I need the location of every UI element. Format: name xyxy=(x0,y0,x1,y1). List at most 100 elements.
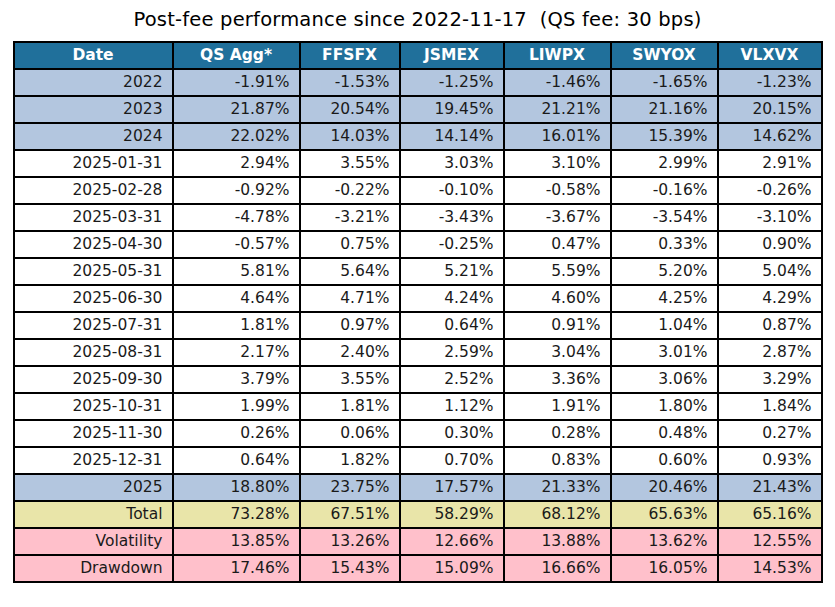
value-cell: 0.64% xyxy=(173,447,300,474)
value-cell: 1.91% xyxy=(504,393,611,420)
value-cell: 73.28% xyxy=(173,501,300,528)
table-row: 2025-05-315.81%5.64%5.21%5.59%5.20%5.04% xyxy=(14,258,822,285)
value-cell: 0.28% xyxy=(504,420,611,447)
value-cell: 4.24% xyxy=(400,285,504,312)
row-label: 2025 xyxy=(14,474,173,501)
value-cell: 3.36% xyxy=(504,366,611,393)
table-row: 2025-04-30-0.57%0.75%-0.25%0.47%0.33%0.9… xyxy=(14,231,822,258)
value-cell: -3.21% xyxy=(300,204,400,231)
value-cell: 2.99% xyxy=(611,150,718,177)
performance-figure: Post-fee performance since 2022-11-17 (Q… xyxy=(0,0,835,607)
value-cell: 1.81% xyxy=(300,393,400,420)
row-label: 2025-07-31 xyxy=(14,312,173,339)
value-cell: 16.01% xyxy=(504,123,611,150)
value-cell: 16.66% xyxy=(504,555,611,582)
value-cell: 3.01% xyxy=(611,339,718,366)
table-row: 2025-12-310.64%1.82%0.70%0.83%0.60%0.93% xyxy=(14,447,822,474)
value-cell: 4.71% xyxy=(300,285,400,312)
value-cell: 2.87% xyxy=(718,339,822,366)
value-cell: 3.79% xyxy=(173,366,300,393)
value-cell: 4.60% xyxy=(504,285,611,312)
value-cell: 0.93% xyxy=(718,447,822,474)
value-cell: 21.43% xyxy=(718,474,822,501)
value-cell: 0.75% xyxy=(300,231,400,258)
row-label: 2025-02-28 xyxy=(14,177,173,204)
value-cell: 14.14% xyxy=(400,123,504,150)
row-label: 2025-04-30 xyxy=(14,231,173,258)
value-cell: -0.92% xyxy=(173,177,300,204)
value-cell: -4.78% xyxy=(173,204,300,231)
value-cell: -1.46% xyxy=(504,69,611,96)
column-header: Date xyxy=(14,42,173,69)
value-cell: 1.81% xyxy=(173,312,300,339)
row-label: Volatility xyxy=(14,528,173,555)
table-row: 2025-10-311.99%1.81%1.12%1.91%1.80%1.84% xyxy=(14,393,822,420)
value-cell: -0.58% xyxy=(504,177,611,204)
table-row: Drawdown17.46%15.43%15.09%16.66%16.05%14… xyxy=(14,555,822,582)
value-cell: 3.29% xyxy=(718,366,822,393)
column-header: FFSFX xyxy=(300,42,400,69)
value-cell: 15.43% xyxy=(300,555,400,582)
row-label: 2024 xyxy=(14,123,173,150)
value-cell: -0.16% xyxy=(611,177,718,204)
value-cell: -3.10% xyxy=(718,204,822,231)
value-cell: -0.26% xyxy=(718,177,822,204)
value-cell: -0.10% xyxy=(400,177,504,204)
value-cell: 5.81% xyxy=(173,258,300,285)
value-cell: 13.88% xyxy=(504,528,611,555)
row-label: 2025-01-31 xyxy=(14,150,173,177)
value-cell: 21.21% xyxy=(504,96,611,123)
row-label: 2025-03-31 xyxy=(14,204,173,231)
value-cell: 4.64% xyxy=(173,285,300,312)
row-label: Total xyxy=(14,501,173,528)
value-cell: 20.54% xyxy=(300,96,400,123)
value-cell: 21.33% xyxy=(504,474,611,501)
value-cell: 3.10% xyxy=(504,150,611,177)
value-cell: 2.17% xyxy=(173,339,300,366)
value-cell: 58.29% xyxy=(400,501,504,528)
table-row: 2025-01-312.94%3.55%3.03%3.10%2.99%2.91% xyxy=(14,150,822,177)
value-cell: 5.64% xyxy=(300,258,400,285)
value-cell: 15.39% xyxy=(611,123,718,150)
value-cell: 0.48% xyxy=(611,420,718,447)
value-cell: 3.55% xyxy=(300,150,400,177)
table-row: Total73.28%67.51%58.29%68.12%65.63%65.16… xyxy=(14,501,822,528)
table-row: 2022-1.91%-1.53%-1.25%-1.46%-1.65%-1.23% xyxy=(14,69,822,96)
header-row: DateQS Agg*FFSFXJSMEXLIWPXSWYOXVLXVX xyxy=(14,42,822,69)
value-cell: -1.91% xyxy=(173,69,300,96)
value-cell: 20.15% xyxy=(718,96,822,123)
value-cell: 0.33% xyxy=(611,231,718,258)
value-cell: 0.60% xyxy=(611,447,718,474)
row-label: 2025-11-30 xyxy=(14,420,173,447)
value-cell: 0.06% xyxy=(300,420,400,447)
column-header: SWYOX xyxy=(611,42,718,69)
row-label: 2025-10-31 xyxy=(14,393,173,420)
row-label: 2025-12-31 xyxy=(14,447,173,474)
figure-title: Post-fee performance since 2022-11-17 (Q… xyxy=(0,0,835,31)
row-label: 2025-09-30 xyxy=(14,366,173,393)
value-cell: 19.45% xyxy=(400,96,504,123)
row-label: 2025-06-30 xyxy=(14,285,173,312)
value-cell: 65.16% xyxy=(718,501,822,528)
value-cell: 0.83% xyxy=(504,447,611,474)
table-row: 2025-07-311.81%0.97%0.64%0.91%1.04%0.87% xyxy=(14,312,822,339)
value-cell: 2.94% xyxy=(173,150,300,177)
value-cell: 0.47% xyxy=(504,231,611,258)
value-cell: 0.91% xyxy=(504,312,611,339)
value-cell: 5.21% xyxy=(400,258,504,285)
value-cell: 1.12% xyxy=(400,393,504,420)
value-cell: 14.62% xyxy=(718,123,822,150)
value-cell: 5.04% xyxy=(718,258,822,285)
value-cell: -1.23% xyxy=(718,69,822,96)
value-cell: 5.20% xyxy=(611,258,718,285)
column-header: QS Agg* xyxy=(173,42,300,69)
table-row: 202321.87%20.54%19.45%21.21%21.16%20.15% xyxy=(14,96,822,123)
value-cell: 15.09% xyxy=(400,555,504,582)
value-cell: 4.29% xyxy=(718,285,822,312)
value-cell: 1.80% xyxy=(611,393,718,420)
value-cell: 13.85% xyxy=(173,528,300,555)
value-cell: 0.26% xyxy=(173,420,300,447)
value-cell: -0.57% xyxy=(173,231,300,258)
value-cell: 65.63% xyxy=(611,501,718,528)
value-cell: 1.84% xyxy=(718,393,822,420)
